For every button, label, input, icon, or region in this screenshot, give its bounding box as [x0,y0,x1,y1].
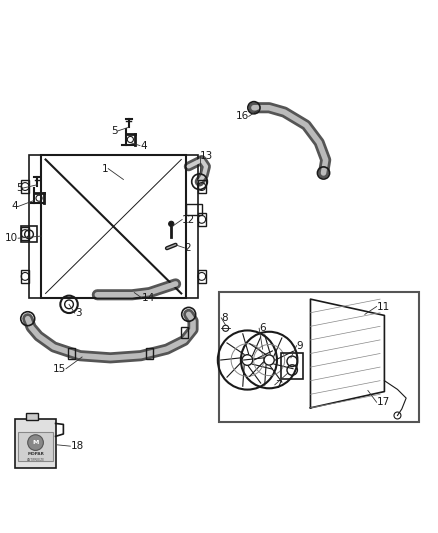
FancyBboxPatch shape [14,419,57,469]
Bar [41,155,186,298]
Bar [146,348,153,359]
Text: 2: 2 [184,243,191,253]
Bar [29,155,41,298]
Text: 12: 12 [182,214,195,224]
Text: 11: 11 [377,302,390,311]
Bar [281,353,303,379]
Bar [68,348,75,359]
Bar [198,270,205,283]
Text: 8: 8 [221,313,228,323]
Text: 1: 1 [102,164,108,174]
Bar [21,227,37,242]
Text: MOPAR: MOPAR [27,452,44,456]
Text: 17: 17 [377,397,390,407]
Text: M: M [32,440,39,445]
Text: 16: 16 [236,111,249,122]
Text: 9: 9 [297,341,303,351]
Text: 15: 15 [53,364,66,374]
Text: 3: 3 [75,308,81,318]
Bar [25,413,38,419]
Text: 14: 14 [141,293,155,303]
Text: 10: 10 [5,233,18,243]
Bar [18,432,53,461]
Circle shape [169,221,174,227]
Text: 18: 18 [71,441,84,451]
Bar [21,227,29,240]
Bar [186,155,198,298]
Circle shape [28,435,43,450]
Bar [198,213,205,226]
Bar [21,270,29,283]
Text: 5: 5 [112,126,118,136]
Text: 4: 4 [11,201,18,212]
Bar [186,204,202,215]
Bar [219,292,419,422]
Bar [198,180,205,193]
Text: 5: 5 [16,183,22,193]
Bar [181,327,188,338]
Bar [21,180,29,193]
Text: ANTIFREEZE: ANTIFREEZE [26,458,45,462]
Text: 6: 6 [259,324,266,333]
Text: 13: 13 [200,151,213,160]
Text: 7: 7 [275,380,282,390]
Text: 4: 4 [140,141,147,150]
